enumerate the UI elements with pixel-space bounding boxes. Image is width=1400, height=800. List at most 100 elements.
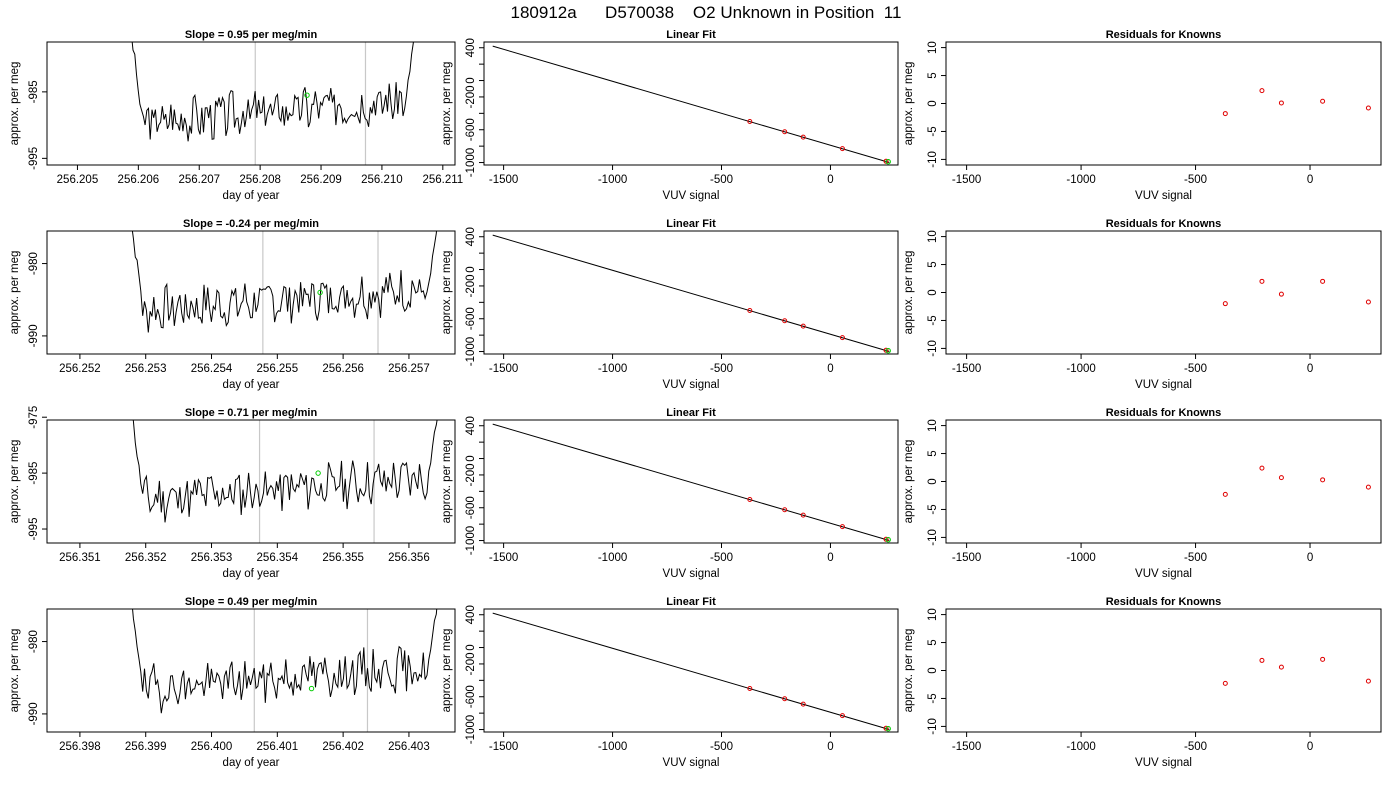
x-tick-label: 256.208 — [239, 174, 281, 186]
x-tick-label: 256.355 — [322, 552, 364, 564]
x-tick-label: 256.254 — [191, 363, 233, 375]
x-tick-label: -500 — [710, 174, 733, 186]
unknown-point — [308, 685, 315, 692]
y-axis-label: approx. per meg — [9, 440, 21, 524]
panel-title: Residuals for Knowns — [1106, 218, 1222, 230]
resid-panel-2: -1500 -1000 -500 0 -10 -5 0 5 10 Residuals for Kn… — [903, 218, 1382, 391]
x-tick-label: 256.207 — [178, 174, 220, 186]
x-tick-label: 256.354 — [257, 552, 299, 564]
resid-plot-frame — [945, 230, 1382, 355]
y-axis-label: approx. per meg — [441, 251, 453, 335]
x-tick-label: 256.403 — [388, 741, 430, 753]
y-tick-label: -980 — [28, 252, 40, 275]
known-point — [839, 146, 845, 152]
y-tick-label: 0 — [927, 667, 939, 673]
resid-panel-1: -1500 -1000 -500 0 -10 -5 0 5 10 Residuals for Kn… — [903, 29, 1382, 202]
y-axis-label: approx. per meg — [441, 62, 453, 146]
residual-point — [1365, 484, 1371, 490]
residual-point — [1320, 278, 1326, 284]
y-tick-label: -1000 — [465, 148, 477, 177]
panel-title: Slope = 0.95 per meg/min — [185, 29, 318, 41]
known-point — [800, 134, 806, 140]
y-axis-label: approx. per meg — [9, 62, 21, 146]
residual-point — [1222, 111, 1228, 117]
x-tick-label: -500 — [710, 363, 733, 375]
x-tick-label: -1500 — [489, 174, 518, 186]
resid-plot-frame — [945, 419, 1382, 544]
y-tick-label: -1000 — [465, 715, 477, 744]
y-tick-label: -10 — [927, 340, 939, 357]
x-tick-label: -1000 — [598, 363, 627, 375]
x-tick-label: -1000 — [598, 741, 627, 753]
known-point — [800, 701, 806, 707]
x-tick-label: -1000 — [1066, 174, 1095, 186]
x-tick-label: 0 — [1307, 363, 1313, 375]
x-tick-label: 256.401 — [257, 741, 299, 753]
x-tick-label: 256.252 — [59, 363, 101, 375]
x-tick-label: 256.400 — [191, 741, 233, 753]
known-point — [782, 507, 788, 513]
known-point — [839, 524, 845, 530]
y-tick-label: 400 — [465, 227, 477, 246]
fit-panel-3: -1500 -1000 -500 0 -1000 -600 -200 0 400 Linear F… — [441, 407, 899, 580]
known-point — [839, 713, 845, 719]
x-tick-label: 256.352 — [125, 552, 167, 564]
y-axis-label: approx. per meg — [903, 629, 915, 713]
y-axis-label: approx. per meg — [9, 251, 21, 335]
residual-point — [1278, 291, 1284, 297]
y-tick-label: -5 — [927, 504, 939, 514]
residual-point — [1259, 278, 1265, 284]
time-panel-1: 256.205 256.206 256.207 256.208 256.209 256.2… — [9, 29, 463, 202]
y-tick-label: -990 — [28, 324, 40, 347]
time-panel-4: 256.398 256.399 256.400 256.401 256.402 256.4… — [9, 596, 456, 769]
y-tick-label: -5 — [927, 693, 939, 703]
x-tick-label: 256.210 — [361, 174, 403, 186]
vuv-trace-line — [131, 231, 438, 333]
time-plot-frame — [46, 419, 456, 544]
known-point — [747, 686, 753, 692]
known-point — [839, 335, 845, 341]
x-tick-label: 256.205 — [57, 174, 99, 186]
y-tick-label: 10 — [927, 41, 939, 54]
x-tick-label: 0 — [1307, 741, 1313, 753]
panel-title: Residuals for Knowns — [1106, 29, 1222, 41]
x-tick-label: 256.206 — [118, 174, 160, 186]
known-point — [782, 696, 788, 702]
y-axis-label: approx. per meg — [9, 629, 21, 713]
fit-panel-4: -1500 -1000 -500 0 -1000 -600 -200 0 400 Linear F… — [441, 596, 899, 769]
x-axis-label: VUV signal — [1135, 190, 1192, 202]
residual-point — [1278, 475, 1284, 481]
y-axis-label: approx. per meg — [903, 440, 915, 524]
y-tick-label: -600 — [465, 118, 477, 141]
residual-point — [1222, 301, 1228, 307]
resid-panel-4: -1500 -1000 -500 0 -10 -5 0 5 10 Residuals for Kn… — [903, 596, 1382, 769]
y-tick-label: -200 — [465, 652, 477, 675]
page-title: 180912a D570038 O2 Unknown in Position 1… — [511, 3, 902, 22]
y-axis-label: approx. per meg — [441, 629, 453, 713]
x-tick-label: 0 — [827, 174, 833, 186]
x-tick-label: -1000 — [598, 174, 627, 186]
unknown-point — [885, 159, 891, 165]
x-tick-label: -1500 — [952, 363, 981, 375]
unknown-point — [317, 289, 323, 296]
x-tick-label: -500 — [1184, 741, 1207, 753]
fit-panel-2: -1500 -1000 -500 0 -1000 -600 -200 0 400 Linear F… — [441, 218, 899, 391]
x-axis-label: day of year — [223, 757, 280, 769]
residual-point — [1278, 664, 1284, 670]
resid-plot-frame — [945, 608, 1382, 733]
fit-plot-frame — [483, 230, 899, 355]
x-tick-label: 0 — [1307, 552, 1313, 564]
y-tick-label: -10 — [927, 529, 939, 546]
y-tick-label: 5 — [927, 261, 939, 267]
x-tick-label: -500 — [710, 741, 733, 753]
x-tick-label: 256.255 — [257, 363, 299, 375]
x-tick-label: 256.253 — [125, 363, 167, 375]
vuv-trace-line — [132, 420, 438, 523]
y-tick-label: -10 — [927, 151, 939, 168]
x-tick-label: 256.399 — [125, 741, 167, 753]
x-tick-label: -1000 — [598, 552, 627, 564]
x-tick-label: -1500 — [952, 552, 981, 564]
y-axis-label: approx. per meg — [441, 440, 453, 524]
y-tick-label: -5 — [927, 315, 939, 325]
y-tick-label: -1000 — [465, 337, 477, 366]
